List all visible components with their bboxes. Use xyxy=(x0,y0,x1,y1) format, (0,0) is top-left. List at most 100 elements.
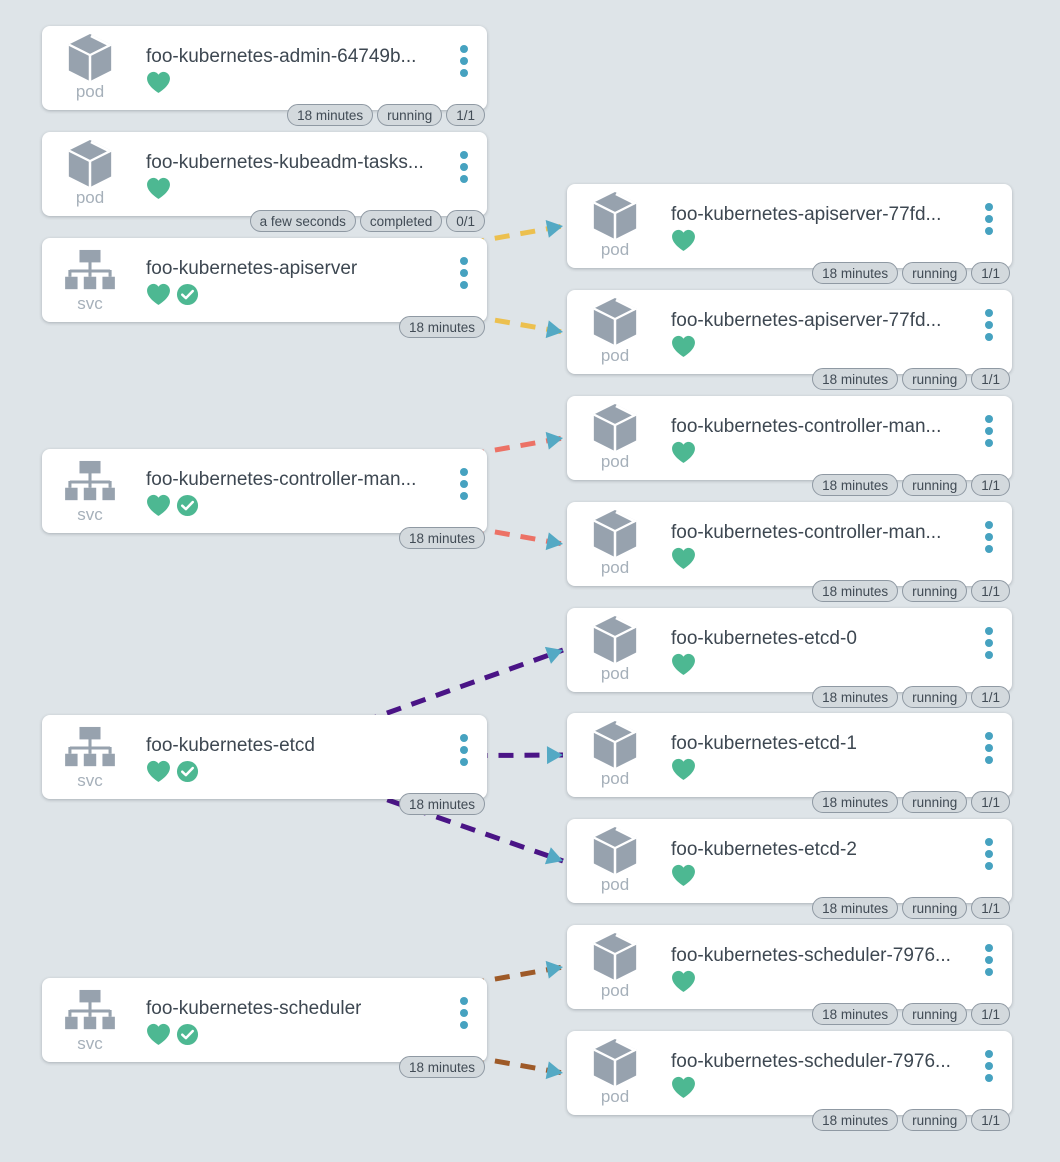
status-badge: a few seconds xyxy=(249,210,356,232)
kebab-menu-button[interactable] xyxy=(983,307,995,343)
ready-check-icon xyxy=(176,494,199,517)
status-badge: 1/1 xyxy=(971,474,1010,496)
resource-card-pod-controller-1[interactable]: pod foo-kubernetes-controller-man... 18 … xyxy=(567,396,1012,496)
health-row xyxy=(671,970,696,993)
status-badge: running xyxy=(902,686,968,708)
resource-card-svc-etcd[interactable]: svc foo-kubernetes-etcd 18 minutes xyxy=(42,715,487,815)
kebab-menu-button[interactable] xyxy=(983,625,995,661)
resource-type-label: pod xyxy=(600,664,630,683)
pod-cube-icon xyxy=(593,932,637,981)
resource-card-pod-etcd-1[interactable]: pod foo-kubernetes-etcd-1 18 minutes runn… xyxy=(567,713,1012,813)
resource-card-pod-apiserver-1[interactable]: pod foo-kubernetes-apiserver-77fd... 18 … xyxy=(567,184,1012,284)
service-tree-icon xyxy=(65,726,115,767)
status-badge: 18 minutes xyxy=(398,527,485,549)
health-heart-icon xyxy=(672,1076,695,1098)
status-badge: 1/1 xyxy=(971,368,1010,390)
kebab-menu-button[interactable] xyxy=(458,732,470,768)
resource-name: foo-kubernetes-apiserver xyxy=(146,258,358,279)
health-heart-icon xyxy=(672,229,695,251)
status-badge: 18 minutes xyxy=(812,262,899,284)
pod-cube-icon xyxy=(593,615,637,664)
health-row xyxy=(146,1023,199,1046)
status-badge: running xyxy=(902,1109,968,1131)
kebab-menu-button[interactable] xyxy=(983,519,995,555)
resource-icon-wrap: pod xyxy=(58,139,122,207)
status-badge: 1/1 xyxy=(971,1109,1010,1131)
pod-cube-icon xyxy=(593,509,637,558)
resource-icon-wrap: svc xyxy=(58,456,122,524)
kebab-menu-button[interactable] xyxy=(458,995,470,1031)
edge-arrowhead xyxy=(545,219,563,238)
badge-row: 18 minutes xyxy=(398,1056,485,1078)
resource-card-svc-apiserver[interactable]: svc foo-kubernetes-apiserver 18 minutes xyxy=(42,238,487,338)
resource-card-pod-controller-2[interactable]: pod foo-kubernetes-controller-man... 18 … xyxy=(567,502,1012,602)
status-badge: 18 minutes xyxy=(812,1003,899,1025)
status-badge: 18 minutes xyxy=(812,474,899,496)
resource-name: foo-kubernetes-etcd-1 xyxy=(671,733,857,754)
resource-card-pod-admin[interactable]: pod foo-kubernetes-admin-64749b... 18 mi… xyxy=(42,26,487,126)
pod-cube-icon xyxy=(593,403,637,452)
health-row xyxy=(146,283,199,306)
kebab-menu-button[interactable] xyxy=(458,466,470,502)
resource-type-label: pod xyxy=(600,875,630,894)
badge-row: 18 minutes running 1/1 xyxy=(812,686,1010,708)
badge-row: 18 minutes running 1/1 xyxy=(812,897,1010,919)
status-badge: running xyxy=(377,104,443,126)
resource-type-label: pod xyxy=(75,188,105,207)
status-badge: running xyxy=(902,791,968,813)
health-heart-icon xyxy=(147,283,170,305)
status-badge: 1/1 xyxy=(971,897,1010,919)
badge-row: a few seconds completed 0/1 xyxy=(249,210,485,232)
health-row xyxy=(671,547,696,570)
health-row xyxy=(146,177,171,200)
pod-cube-icon xyxy=(593,191,637,240)
badge-row: 18 minutes running 1/1 xyxy=(812,368,1010,390)
kebab-menu-button[interactable] xyxy=(983,413,995,449)
resource-icon-wrap: pod xyxy=(583,403,647,471)
health-heart-icon xyxy=(147,177,170,199)
resource-card-svc-scheduler[interactable]: svc foo-kubernetes-scheduler 18 minutes xyxy=(42,978,487,1078)
resource-type-label: pod xyxy=(75,82,105,101)
kebab-menu-button[interactable] xyxy=(983,201,995,237)
health-row xyxy=(146,71,171,94)
badge-row: 18 minutes running 1/1 xyxy=(812,1003,1010,1025)
resource-icon-wrap: pod xyxy=(583,826,647,894)
resource-card-pod-scheduler-2[interactable]: pod foo-kubernetes-scheduler-7976... 18 … xyxy=(567,1031,1012,1131)
health-row xyxy=(146,494,199,517)
resource-name: foo-kubernetes-etcd xyxy=(146,735,315,756)
badge-row: 18 minutes xyxy=(398,793,485,815)
resource-name: foo-kubernetes-admin-64749b... xyxy=(146,46,417,67)
resource-card-pod-scheduler-1[interactable]: pod foo-kubernetes-scheduler-7976... 18 … xyxy=(567,925,1012,1025)
resource-card-pod-kubeadm[interactable]: pod foo-kubernetes-kubeadm-tasks... a fe… xyxy=(42,132,487,232)
resource-icon-wrap: pod xyxy=(58,33,122,101)
badge-row: 18 minutes running 1/1 xyxy=(812,580,1010,602)
kebab-menu-button[interactable] xyxy=(983,1048,995,1084)
status-badge: 18 minutes xyxy=(812,897,899,919)
kebab-menu-button[interactable] xyxy=(458,255,470,291)
status-badge: 18 minutes xyxy=(812,1109,899,1131)
edge-svc-etcd-pod-etcd-1 xyxy=(264,752,564,760)
resource-card-pod-apiserver-2[interactable]: pod foo-kubernetes-apiserver-77fd... 18 … xyxy=(567,290,1012,390)
health-heart-icon xyxy=(672,970,695,992)
kebab-menu-button[interactable] xyxy=(458,43,470,79)
edge-arrowhead xyxy=(545,1061,563,1080)
edge-arrowhead xyxy=(545,960,563,979)
status-badge: 18 minutes xyxy=(812,580,899,602)
resource-name: foo-kubernetes-scheduler-7976... xyxy=(671,945,951,966)
pod-cube-icon xyxy=(593,720,637,769)
kebab-menu-button[interactable] xyxy=(983,730,995,766)
kebab-menu-button[interactable] xyxy=(983,942,995,978)
resource-type-label: pod xyxy=(600,1087,630,1106)
status-badge: 1/1 xyxy=(971,791,1010,813)
resource-icon-wrap: svc xyxy=(58,985,122,1053)
kebab-menu-button[interactable] xyxy=(983,836,995,872)
status-badge: 1/1 xyxy=(971,686,1010,708)
resource-card-pod-etcd-2[interactable]: pod foo-kubernetes-etcd-2 18 minutes runn… xyxy=(567,819,1012,919)
resource-icon-wrap: svc xyxy=(58,245,122,313)
resource-card-svc-controller[interactable]: svc foo-kubernetes-controller-man... 18 … xyxy=(42,449,487,549)
resource-card-pod-etcd-0[interactable]: pod foo-kubernetes-etcd-0 18 minutes runn… xyxy=(567,608,1012,708)
kebab-menu-button[interactable] xyxy=(458,149,470,185)
badge-row: 18 minutes running 1/1 xyxy=(812,262,1010,284)
health-row xyxy=(671,864,696,887)
pod-cube-icon xyxy=(593,826,637,875)
